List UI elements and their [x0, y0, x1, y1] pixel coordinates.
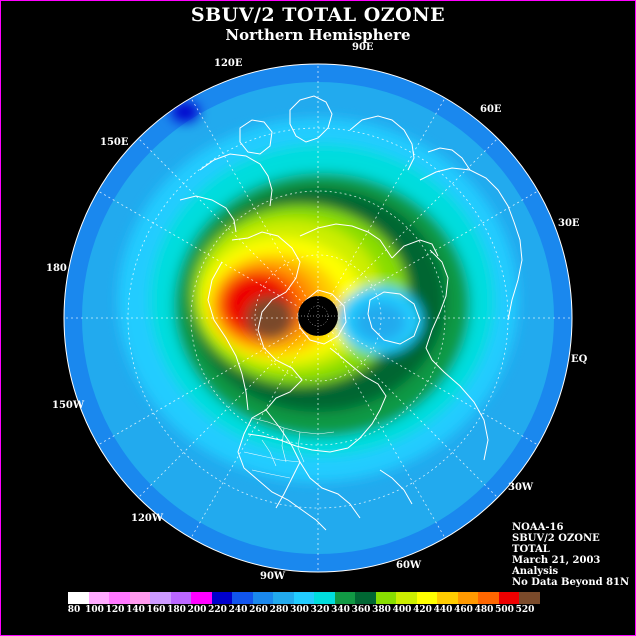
legend-label: 160 — [146, 605, 166, 615]
legend-label: 500 — [495, 605, 514, 615]
lon-label-150e: 150E — [100, 137, 129, 148]
info-type: Analysis — [512, 566, 559, 577]
color-scale-labels: 80 100 120 140 160 180 200 220 240 260 280 300 320 34… — [0, 605, 636, 617]
lon-label-180: 180 — [46, 263, 67, 274]
color-scale-legend — [68, 592, 540, 604]
legend-label: 220 — [208, 605, 227, 615]
map-title: SBUV/2 TOTAL OZONE — [190, 4, 446, 26]
ozone-low-core — [354, 302, 406, 342]
graticule — [64, 64, 572, 572]
ozone-min-patch — [171, 102, 199, 122]
legend-label: 80 — [67, 605, 81, 615]
lon-label-120e: 120E — [214, 58, 243, 69]
legend-swatch-240 — [232, 592, 253, 604]
legend-swatch-200 — [191, 592, 212, 604]
legend-swatch-320 — [314, 592, 335, 604]
legend-swatch-260 — [252, 592, 273, 604]
legend-label: 480 — [474, 605, 494, 615]
info-quantity: TOTAL — [512, 544, 550, 555]
lon-label-60w: 60W — [396, 560, 422, 571]
legend-swatch-340 — [334, 592, 355, 604]
legend-swatch-420 — [416, 592, 437, 604]
political-borders — [243, 417, 335, 479]
legend-swatch-220 — [211, 592, 232, 604]
legend-swatch-380 — [375, 592, 396, 604]
info-product: SBUV/2 OZONE — [512, 533, 600, 544]
legend-label: 380 — [372, 605, 391, 615]
hemisphere-edge — [63, 63, 573, 573]
legend-swatch-100 — [88, 592, 109, 604]
legend-label: 400 — [392, 605, 412, 615]
legend-label: 120 — [105, 605, 125, 615]
legend-swatch-80 — [68, 592, 89, 604]
legend-label: 260 — [249, 605, 268, 615]
info-note: No Data Beyond 81N — [512, 577, 630, 588]
lon-label-30e: 30E — [558, 218, 580, 229]
polar-cap-grid — [298, 296, 338, 336]
lon-label-90e: 90E — [352, 42, 374, 53]
lon-label-eq: EQ — [571, 354, 588, 365]
legend-swatch-480 — [478, 592, 499, 604]
legend-label: 300 — [290, 605, 309, 615]
legend-swatch-400 — [396, 592, 417, 604]
legend-swatch-460 — [457, 592, 478, 604]
legend-label: 340 — [331, 605, 350, 615]
info-satellite: NOAA-16 — [512, 522, 564, 533]
legend-swatch-180 — [170, 592, 191, 604]
legend-label: 280 — [269, 605, 289, 615]
legend-swatch-520 — [519, 592, 540, 604]
legend-swatch-160 — [150, 592, 171, 604]
legend-label: 100 — [85, 605, 104, 615]
lon-label-150w: 150W — [52, 400, 85, 411]
legend-swatch-120 — [109, 592, 130, 604]
legend-label: 520 — [515, 605, 535, 615]
legend-label: 320 — [310, 605, 330, 615]
legend-label: 440 — [433, 605, 453, 615]
coastlines — [179, 95, 523, 531]
product-info-block: NOAA-16 SBUV/2 OZONE TOTAL March 21, 200… — [512, 522, 629, 588]
legend-label: 460 — [454, 605, 473, 615]
legend-swatch-140 — [129, 592, 150, 604]
lon-label-30w: 30W — [508, 482, 534, 493]
legend-swatch-500 — [498, 592, 519, 604]
no-data-polar-cap — [298, 296, 338, 336]
lon-label-90w: 90W — [260, 571, 286, 582]
lon-label-60e: 60E — [480, 104, 502, 115]
legend-swatch-300 — [293, 592, 314, 604]
map-subtitle: Northern Hemisphere — [225, 26, 411, 44]
legend-label: 140 — [126, 605, 145, 615]
legend-swatch-360 — [355, 592, 376, 604]
legend-swatch-280 — [273, 592, 294, 604]
legend-label: 360 — [351, 605, 371, 615]
lon-label-120w: 120W — [131, 513, 164, 524]
legend-label: 420 — [413, 605, 432, 615]
info-date: March 21, 2003 — [512, 555, 601, 566]
legend-swatch-440 — [437, 592, 458, 604]
legend-label: 180 — [167, 605, 186, 615]
legend-label: 200 — [187, 605, 207, 615]
legend-label: 240 — [228, 605, 248, 615]
